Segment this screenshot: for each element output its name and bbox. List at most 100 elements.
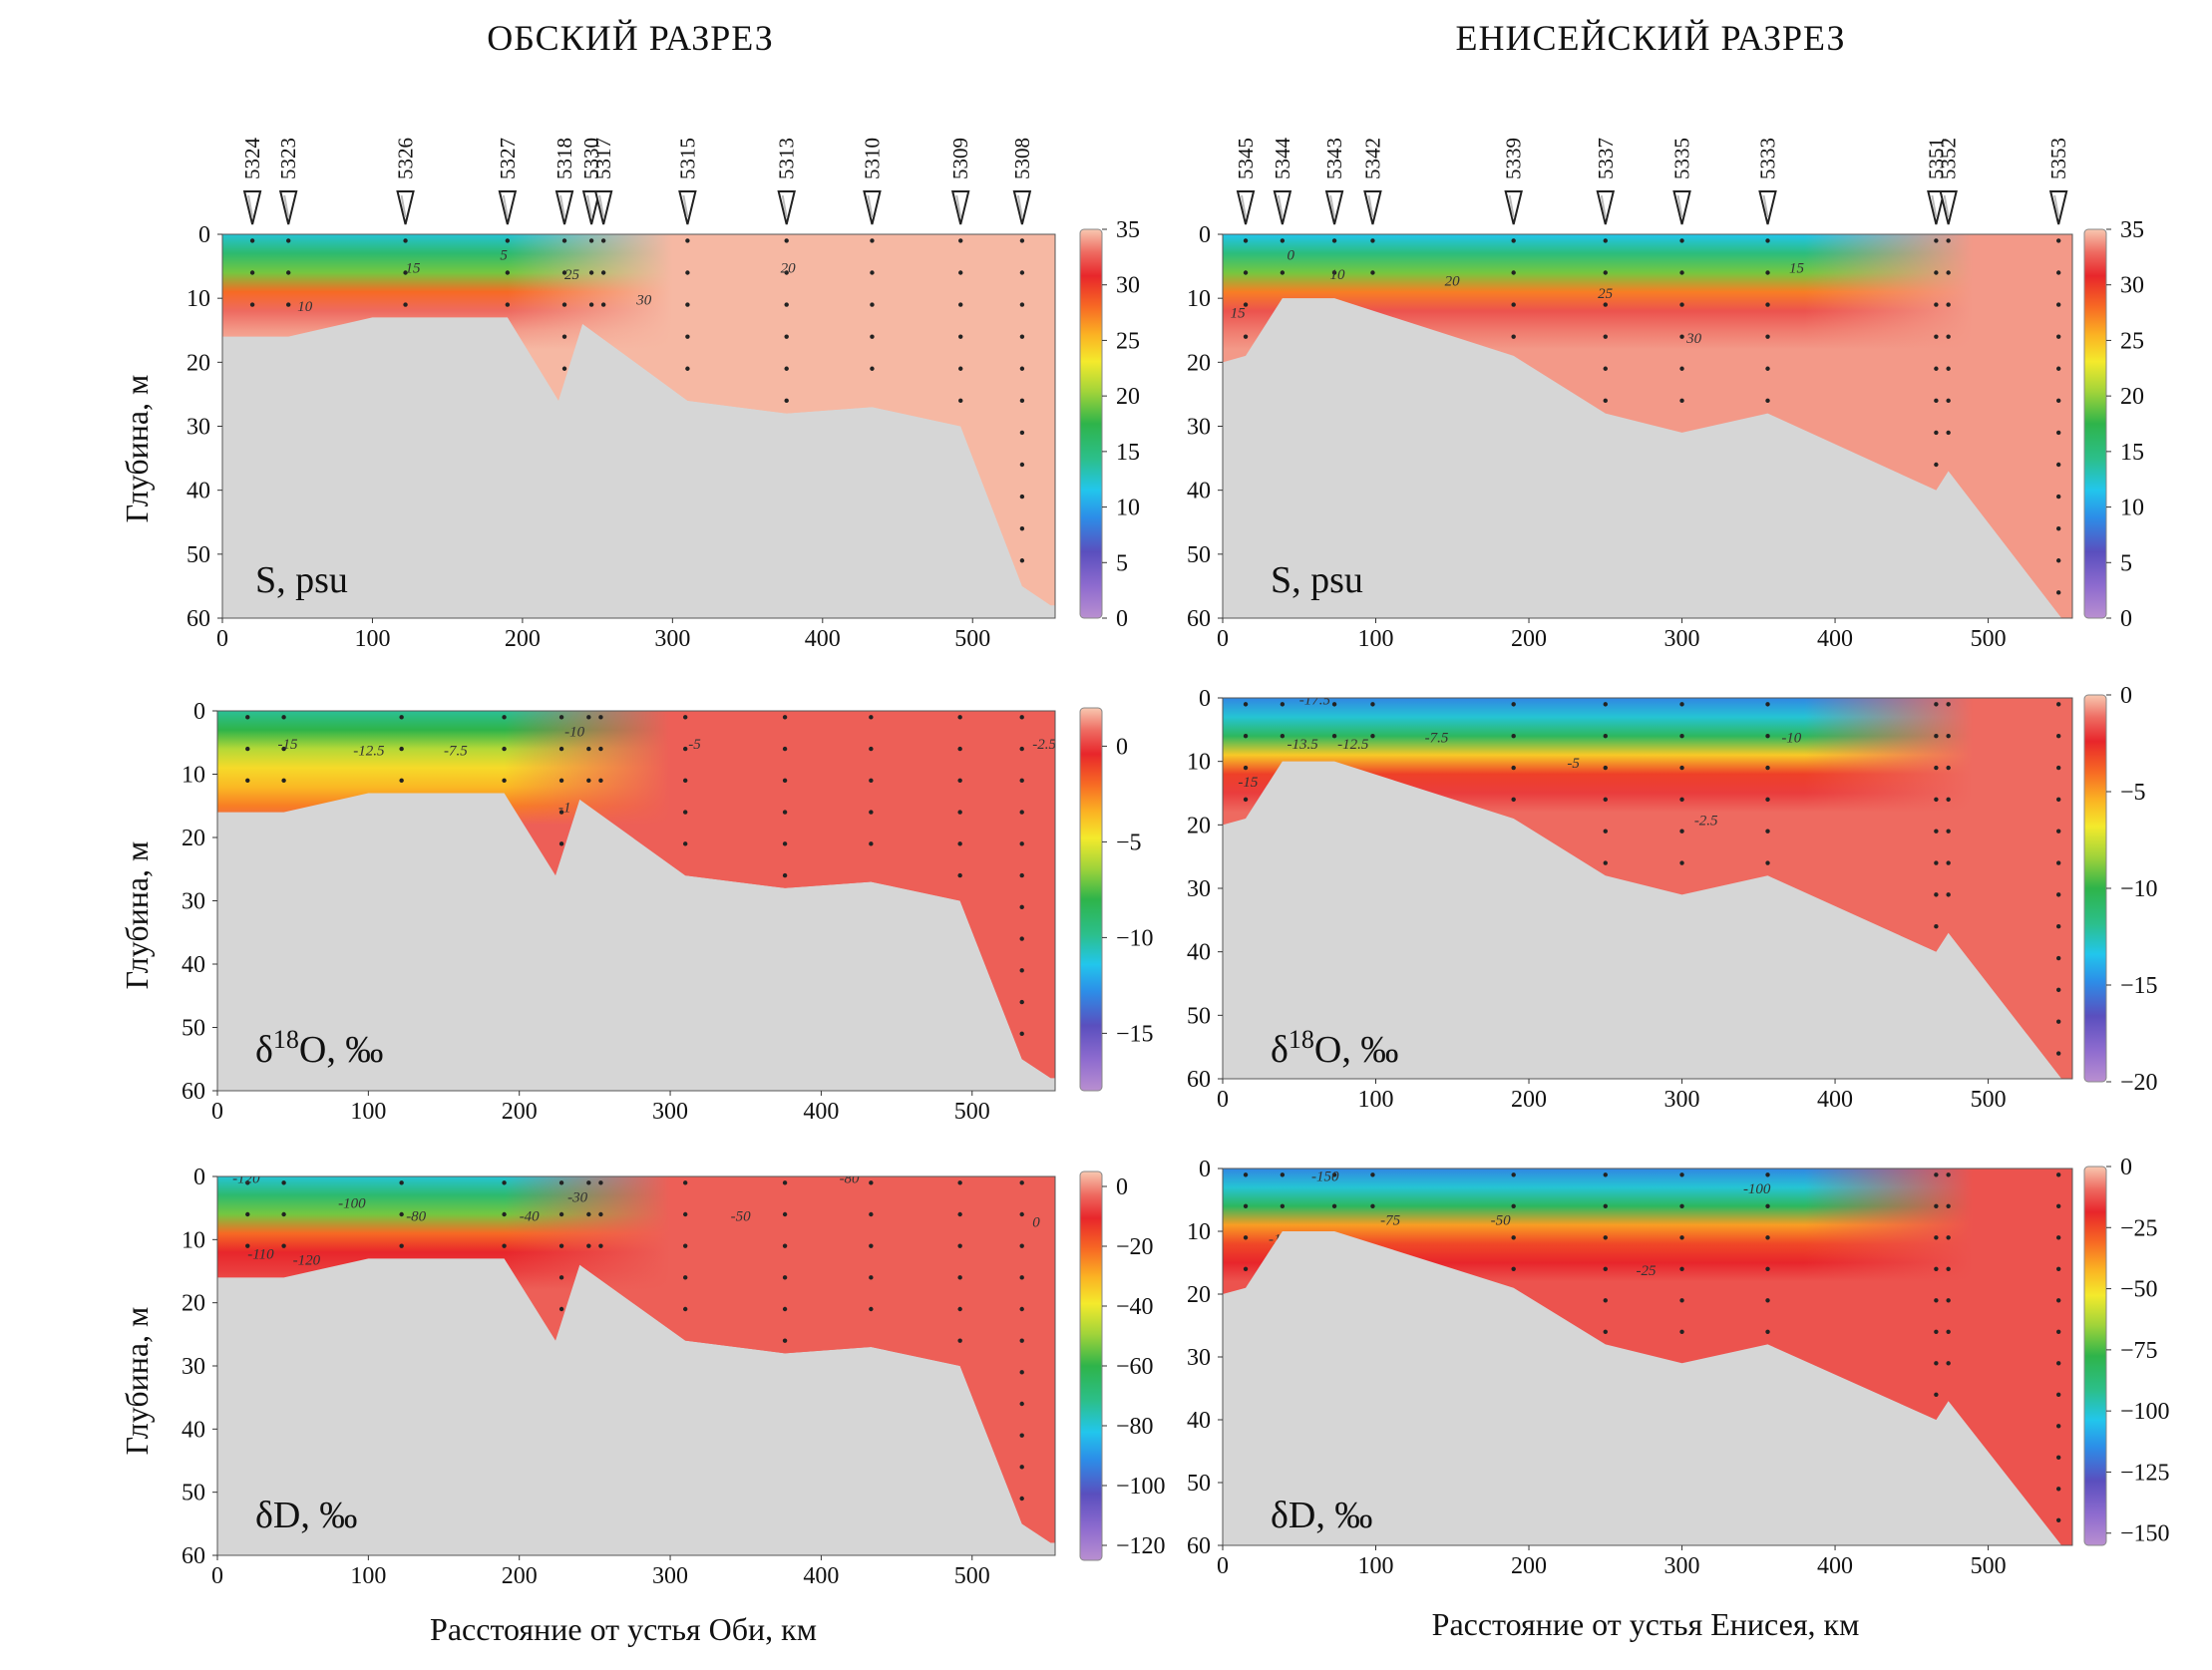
colorbar-tick-label: 0 (1116, 1174, 1128, 1200)
colorbar (1079, 707, 1103, 1092)
sample-point (1603, 797, 1608, 803)
sample-point (561, 238, 567, 243)
station-marker (593, 190, 613, 225)
y-tick-label: 30 (1187, 415, 1211, 441)
sample-point (1019, 302, 1025, 307)
sample-point (957, 810, 962, 815)
sample-point (782, 715, 788, 720)
sample-point (1019, 1465, 1024, 1470)
station-label: 5337 (1594, 138, 1618, 179)
station-label: 5339 (1502, 138, 1526, 179)
sample-point (249, 270, 255, 275)
y-tick-label: 60 (1187, 606, 1211, 632)
station-marker (1672, 190, 1691, 225)
isoline-label: -100 (1743, 1181, 1771, 1197)
sample-point (1934, 829, 1939, 834)
station-label: 5308 (1010, 138, 1034, 179)
colorbar-tick-label: 0 (1116, 734, 1128, 760)
sample-point (1019, 810, 1024, 815)
colorbar-tick-label: −150 (2120, 1521, 2170, 1547)
sample-point (2055, 734, 2061, 739)
sample-point (1765, 1266, 1770, 1272)
x-tick-label: 500 (1971, 1553, 2007, 1579)
sample-point (558, 1180, 564, 1185)
sample-point (561, 270, 567, 275)
sample-point (502, 715, 507, 720)
sample-point (1679, 1266, 1684, 1272)
colorbar-tick-label: 0 (2120, 1155, 2132, 1180)
sample-point (1019, 1031, 1024, 1037)
sample-point (502, 778, 507, 784)
y-tick-label: 40 (1187, 940, 1211, 966)
sample-point (682, 1180, 688, 1185)
sample-point (1603, 1172, 1608, 1177)
sample-point (558, 810, 564, 815)
sample-point (1765, 797, 1770, 803)
x-tick-label: 400 (1817, 626, 1853, 652)
sample-point (598, 715, 603, 720)
sample-point (682, 810, 688, 815)
station-label: 5326 (394, 138, 418, 179)
sample-point (561, 366, 567, 371)
station-label: 5315 (675, 138, 699, 179)
station-label: 5309 (948, 138, 972, 179)
sample-point (1765, 734, 1770, 739)
station-label: 5353 (2046, 138, 2070, 179)
sample-point (245, 1211, 250, 1217)
sample-point (505, 238, 511, 243)
sample-point (869, 1243, 874, 1248)
sample-point (1603, 702, 1608, 707)
colorbar-tick-label: 0 (1116, 606, 1128, 632)
isoline-label: -5 (688, 737, 701, 753)
y-tick-label: 20 (1187, 1282, 1211, 1308)
sample-point (2055, 1392, 2061, 1398)
sample-point (1946, 334, 1951, 339)
sample-point (869, 1211, 874, 1217)
sample-point (399, 715, 404, 720)
colorbar-tick-label: −10 (1116, 925, 1154, 951)
colorbar-tick-label: −20 (2120, 1070, 2158, 1096)
sample-point (403, 270, 408, 275)
y-tick-label: 50 (182, 1016, 205, 1042)
sample-point (782, 872, 788, 878)
sample-point (1765, 702, 1770, 707)
sample-point (2055, 1172, 2061, 1177)
sample-point (2055, 398, 2061, 404)
sample-point (1243, 270, 1249, 275)
sample-point (1603, 734, 1608, 739)
sample-point (1019, 462, 1025, 468)
y-tick-label: 60 (1187, 1533, 1211, 1559)
sample-point (2055, 270, 2061, 275)
sample-point (1243, 1203, 1249, 1209)
sample-point (1511, 302, 1516, 307)
isoline-label: 25 (564, 267, 580, 283)
isoline-label: -12.5 (1337, 737, 1369, 753)
x-tick-label: 0 (211, 1563, 223, 1589)
sample-point (586, 778, 591, 784)
sample-point (2055, 494, 2061, 500)
isoline-label: 10 (297, 299, 313, 315)
sample-point (1019, 999, 1024, 1005)
sample-point (869, 715, 874, 720)
sample-point (784, 238, 789, 243)
sample-point (1934, 334, 1939, 339)
isoline-label: 30 (1685, 331, 1702, 347)
station-marker (554, 190, 574, 225)
sample-point (782, 810, 788, 815)
sample-point (682, 1275, 688, 1280)
y-tick-label: 0 (193, 699, 205, 725)
x-tick-label: 200 (502, 1099, 538, 1125)
sample-point (1679, 238, 1684, 243)
sample-point (1243, 1266, 1249, 1272)
y-tick-label: 0 (193, 1165, 205, 1190)
sample-point (685, 302, 690, 307)
isoline-label: -5 (1567, 756, 1580, 772)
colorbar-tick-label: 30 (2120, 273, 2144, 299)
sample-point (1019, 1211, 1024, 1217)
sample-point (782, 746, 788, 752)
xlabel-ob: Расстояние от устья Оби, км (430, 1611, 817, 1647)
panel-label-ob-salinity: S, psu (255, 559, 348, 601)
sample-point (2055, 302, 2061, 307)
sample-point (869, 778, 874, 784)
